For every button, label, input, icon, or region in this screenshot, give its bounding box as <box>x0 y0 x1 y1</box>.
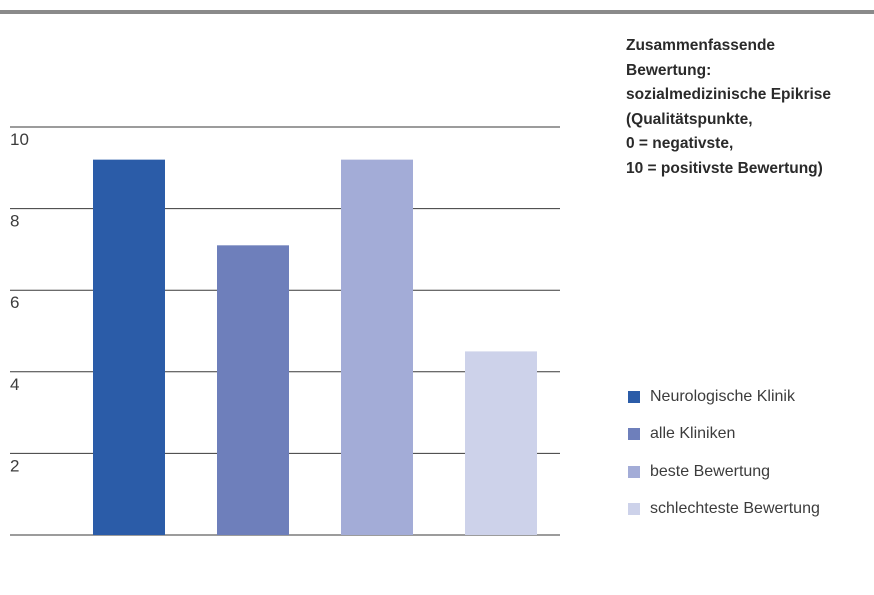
y-tick-labels: 2 4 6 8 10 <box>10 130 29 475</box>
title-line: (Qualitätspunkte, <box>626 110 753 128</box>
title-line: sozialmedizinische Epikrise <box>626 86 832 104</box>
legend-label: Neurologische Klinik <box>650 387 795 405</box>
legend: Neurologische Klinik alle Kliniken beste… <box>628 378 868 528</box>
bar <box>341 159 413 535</box>
title-line: 0 = negativste, <box>626 135 734 153</box>
title-line: Bewertung: <box>626 61 712 79</box>
legend-label: alle Kliniken <box>650 425 736 443</box>
legend-item: Neurologische Klinik <box>628 378 868 416</box>
legend-label: schlechteste Bewertung <box>650 500 820 518</box>
y-tick-label: 10 <box>10 130 29 149</box>
top-rule <box>0 0 874 14</box>
bar <box>465 351 537 535</box>
title-line: 10 = positivste Bewertung) <box>626 159 823 177</box>
legend-swatch <box>628 465 640 478</box>
legend-item: beste Bewertung <box>628 453 868 491</box>
title-line: Zusammenfassende <box>626 37 776 54</box>
chart-title: Zusammenfassende Bewertung: sozialmedizi… <box>626 34 872 182</box>
y-tick-label: 8 <box>10 212 19 231</box>
legend-swatch <box>628 390 640 403</box>
bar <box>93 159 165 535</box>
legend-item: alle Kliniken <box>628 416 868 454</box>
bars <box>93 159 537 535</box>
legend-swatch <box>628 428 640 441</box>
legend-item: schlechteste Bewertung <box>628 491 868 529</box>
y-tick-label: 2 <box>10 456 19 475</box>
y-tick-label: 6 <box>10 293 19 312</box>
bar <box>217 245 289 535</box>
legend-label: beste Bewertung <box>650 462 771 480</box>
legend-swatch <box>628 503 640 516</box>
y-tick-label: 4 <box>10 375 19 394</box>
